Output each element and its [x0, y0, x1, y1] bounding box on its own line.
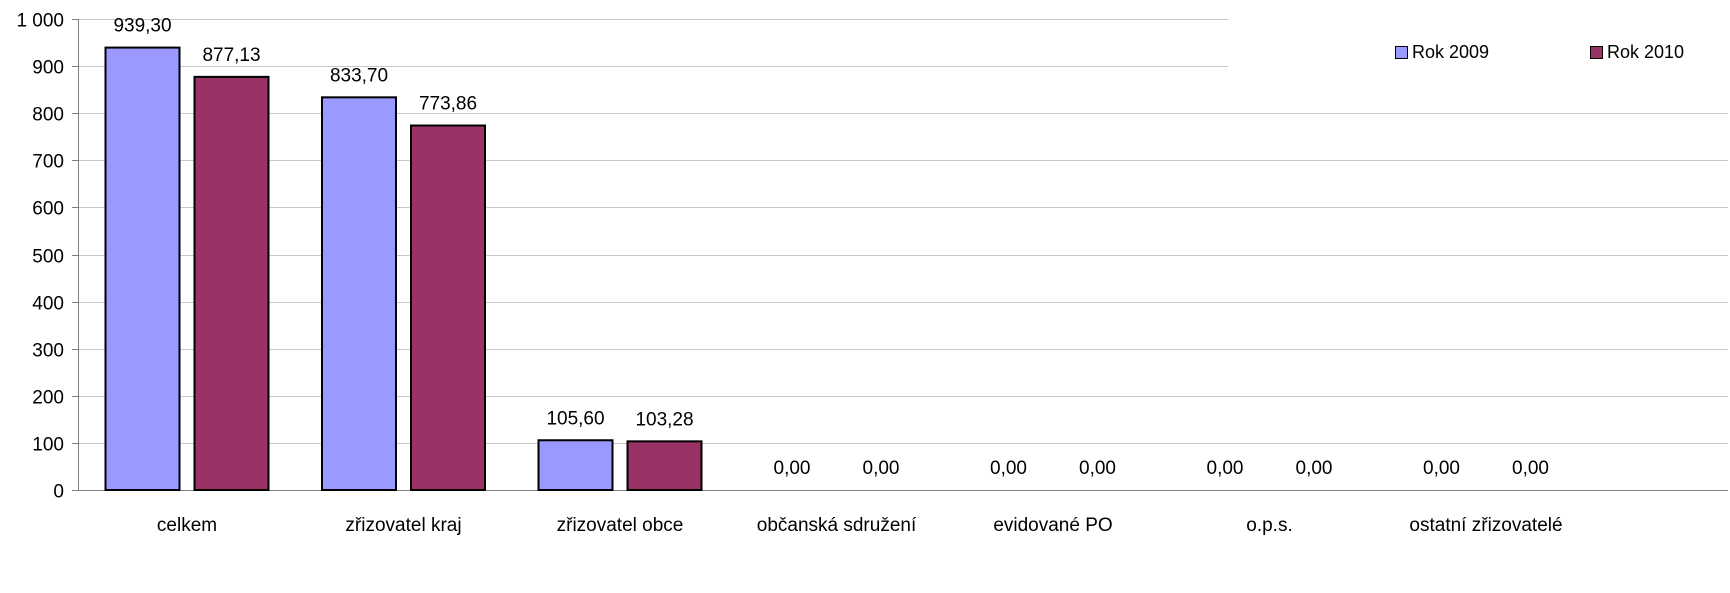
y-tick-label: 300: [32, 341, 64, 362]
bars: [104, 46, 703, 492]
x-category-label: občanská sdružení: [757, 515, 917, 536]
legend-item-rok-2010: Rok 2010: [1590, 42, 1684, 63]
legend-label-rok-2009: Rok 2009: [1412, 42, 1490, 62]
y-tick-label: 500: [32, 247, 64, 268]
x-axis-category-labels: celkem zřizovatel kraj zřizovatel obce obča…: [157, 515, 1563, 536]
data-label: 103,28: [635, 409, 693, 430]
data-label: 0,00: [774, 458, 811, 479]
data-label: 0,00: [1207, 458, 1244, 479]
legend-item-rok-2009: Rok 2009: [1395, 42, 1489, 63]
y-tick-label: 100: [32, 435, 64, 456]
bar-rok-2009: [537, 439, 614, 491]
bar-rok-2010: [410, 124, 486, 492]
data-label: 105,60: [546, 408, 604, 429]
x-category-label: zřizovatel obce: [557, 515, 684, 536]
x-category-label: evidované PO: [993, 515, 1112, 536]
data-label: 877,13: [202, 45, 260, 66]
y-tick-label: 400: [32, 294, 64, 315]
bar-rok-2009: [321, 96, 397, 491]
y-tick-label: 0: [53, 482, 64, 503]
axes: [72, 19, 1728, 491]
y-axis-tick-labels: 0 100 200 300 400 500 600 700 800 900 1 000: [16, 11, 64, 503]
y-tick-label: 900: [32, 58, 64, 79]
bar-rok-2010: [626, 440, 703, 492]
data-label: 833,70: [330, 65, 388, 86]
data-label: 773,86: [419, 94, 477, 115]
x-category-label: ostatní zřizovatelé: [1409, 515, 1562, 536]
y-tick-label: 800: [32, 105, 64, 126]
x-category-label: celkem: [157, 515, 217, 536]
y-tick-label: 200: [32, 388, 64, 409]
bar-rok-2010: [193, 75, 270, 492]
legend-label-rok-2010: Rok 2010: [1607, 42, 1685, 62]
y-tick-label: 600: [32, 199, 64, 220]
data-label: 0,00: [863, 458, 900, 479]
data-label: 0,00: [1423, 458, 1460, 479]
bar-rok-2009: [104, 46, 181, 492]
y-tick-label: 700: [32, 152, 64, 173]
legend: Rok 2009 Rok 2010: [1395, 42, 1715, 72]
data-label: 939,30: [113, 16, 171, 37]
legend-swatch-rok-2009: [1395, 46, 1408, 59]
x-category-label: o.p.s.: [1246, 515, 1292, 536]
data-label: 0,00: [1296, 458, 1333, 479]
x-category-label: zřizovatel kraj: [345, 515, 461, 536]
data-label: 0,00: [1512, 458, 1549, 479]
data-labels: 939,30 877,13 833,70 773,86 105,60 103,28 0,00…: [113, 16, 1549, 479]
data-label: 0,00: [1079, 458, 1116, 479]
data-label: 0,00: [990, 458, 1027, 479]
legend-swatch-rok-2010: [1590, 46, 1603, 59]
y-tick-label: 1 000: [16, 11, 64, 32]
